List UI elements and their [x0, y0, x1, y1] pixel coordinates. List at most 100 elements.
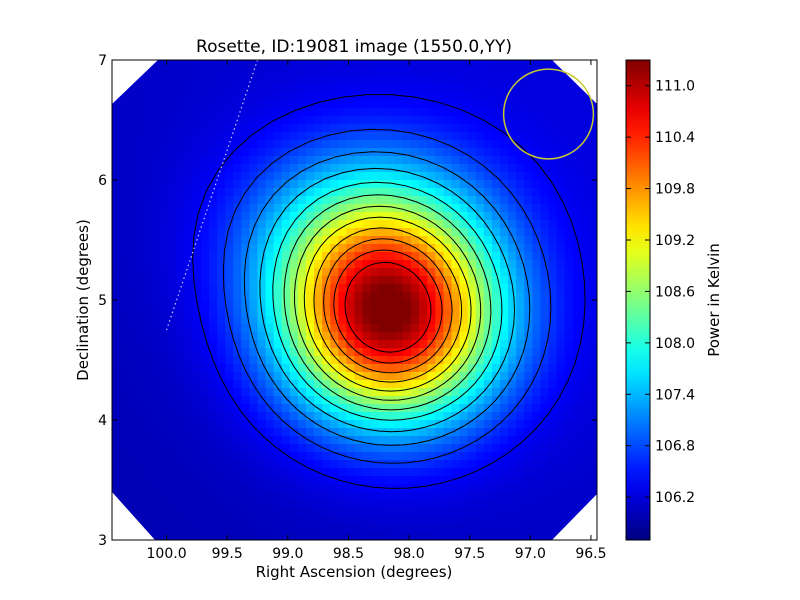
heatmap-cell [540, 452, 550, 461]
heatmap-cell [233, 276, 242, 285]
heatmap-cell [112, 380, 121, 389]
heatmap-cell [491, 404, 501, 413]
heatmap-cell [516, 508, 525, 517]
heatmap-cell [532, 364, 542, 373]
colorbar-tick-label: 106.8 [655, 439, 695, 455]
heatmap-cell [564, 380, 574, 389]
heatmap-cell [459, 364, 469, 373]
heatmap-cell [540, 436, 550, 445]
heatmap-cell [306, 372, 315, 381]
heatmap-cell [354, 308, 364, 317]
heatmap-cell [588, 316, 597, 325]
heatmap-cell [257, 500, 267, 509]
heatmap-cell [314, 236, 323, 245]
heatmap-cell [184, 164, 194, 173]
heatmap-cell [508, 244, 517, 253]
heatmap-cell [354, 428, 364, 437]
heatmap-cell [225, 148, 234, 157]
heatmap-cell [297, 220, 307, 229]
heatmap-cell [152, 388, 162, 397]
heatmap-cell [136, 116, 145, 125]
heatmap-cell [451, 132, 461, 141]
heatmap-cell [475, 164, 485, 173]
heatmap-cell [249, 228, 259, 237]
heatmap-cell [411, 252, 420, 261]
heatmap-cell [160, 172, 170, 181]
heatmap-cell [273, 172, 283, 181]
heatmap-cell [306, 140, 315, 149]
heatmap-cell [306, 348, 315, 357]
heatmap-cell [136, 364, 145, 373]
heatmap-cell [144, 92, 154, 101]
heatmap-cell [548, 308, 558, 317]
heatmap-cell [540, 492, 550, 501]
heatmap-cell [322, 412, 331, 421]
heatmap-cell [136, 476, 145, 485]
heatmap-cell [322, 196, 331, 205]
heatmap-cell [475, 244, 485, 253]
heatmap-cell [556, 524, 566, 533]
heatmap-cell [516, 476, 525, 485]
heatmap-cell [411, 452, 420, 461]
heatmap-cell [176, 204, 186, 213]
heatmap-cell [475, 444, 485, 453]
heatmap-cell [346, 164, 356, 173]
heatmap-cell [289, 204, 299, 213]
heatmap-cell [459, 428, 469, 437]
heatmap-cell [217, 332, 226, 341]
heatmap-cell [257, 116, 267, 125]
heatmap-cell [532, 60, 542, 69]
heatmap-cell [249, 460, 259, 469]
heatmap-cell [532, 196, 542, 205]
heatmap-cell [516, 300, 525, 309]
heatmap-cell [386, 516, 396, 525]
heatmap-cell [120, 204, 129, 213]
heatmap-cell [524, 268, 533, 277]
heatmap-cell [152, 76, 162, 85]
heatmap-cell [508, 356, 517, 365]
heatmap-cell [451, 180, 461, 189]
heatmap-cell [378, 316, 388, 325]
heatmap-cell [120, 476, 129, 485]
heatmap-cell [419, 156, 428, 165]
heatmap-cell [297, 500, 307, 509]
heatmap-cell [532, 404, 542, 413]
heatmap-cell [362, 452, 372, 461]
heatmap-cell [200, 404, 210, 413]
heatmap-cell [467, 324, 477, 333]
heatmap-cell [346, 412, 356, 421]
heatmap-cell [483, 212, 493, 221]
heatmap-cell [564, 364, 574, 373]
heatmap-cell [483, 204, 493, 213]
x-tick-label: 98.0 [393, 546, 424, 562]
heatmap-cell [265, 164, 275, 173]
heatmap-cell [378, 124, 388, 133]
heatmap-cell [249, 60, 259, 69]
heatmap-cell [176, 132, 186, 141]
heatmap-cell [330, 380, 339, 389]
heatmap-cell [168, 180, 178, 189]
heatmap-cell [233, 420, 242, 429]
heatmap-cell [184, 436, 194, 445]
heatmap-cell [265, 532, 275, 540]
heatmap-cell [273, 276, 283, 285]
heatmap-cell [128, 492, 137, 501]
heatmap-cell [330, 476, 339, 485]
heatmap-cell [168, 460, 178, 469]
heatmap-cell [475, 428, 485, 437]
heatmap-cell [491, 436, 501, 445]
heatmap-cell [516, 132, 525, 141]
heatmap-cell [564, 76, 574, 85]
heatmap-cell [459, 180, 469, 189]
heatmap-cell [378, 468, 388, 477]
heatmap-cell [112, 364, 121, 373]
heatmap-cell [273, 92, 283, 101]
heatmap-cell [564, 332, 574, 341]
heatmap-cell [160, 348, 170, 357]
heatmap-cell [459, 444, 469, 453]
heatmap-cell [354, 524, 364, 533]
heatmap-cell [265, 76, 275, 85]
heatmap-cell [120, 484, 129, 493]
heatmap-cell [508, 300, 517, 309]
heatmap-cell [548, 516, 558, 525]
